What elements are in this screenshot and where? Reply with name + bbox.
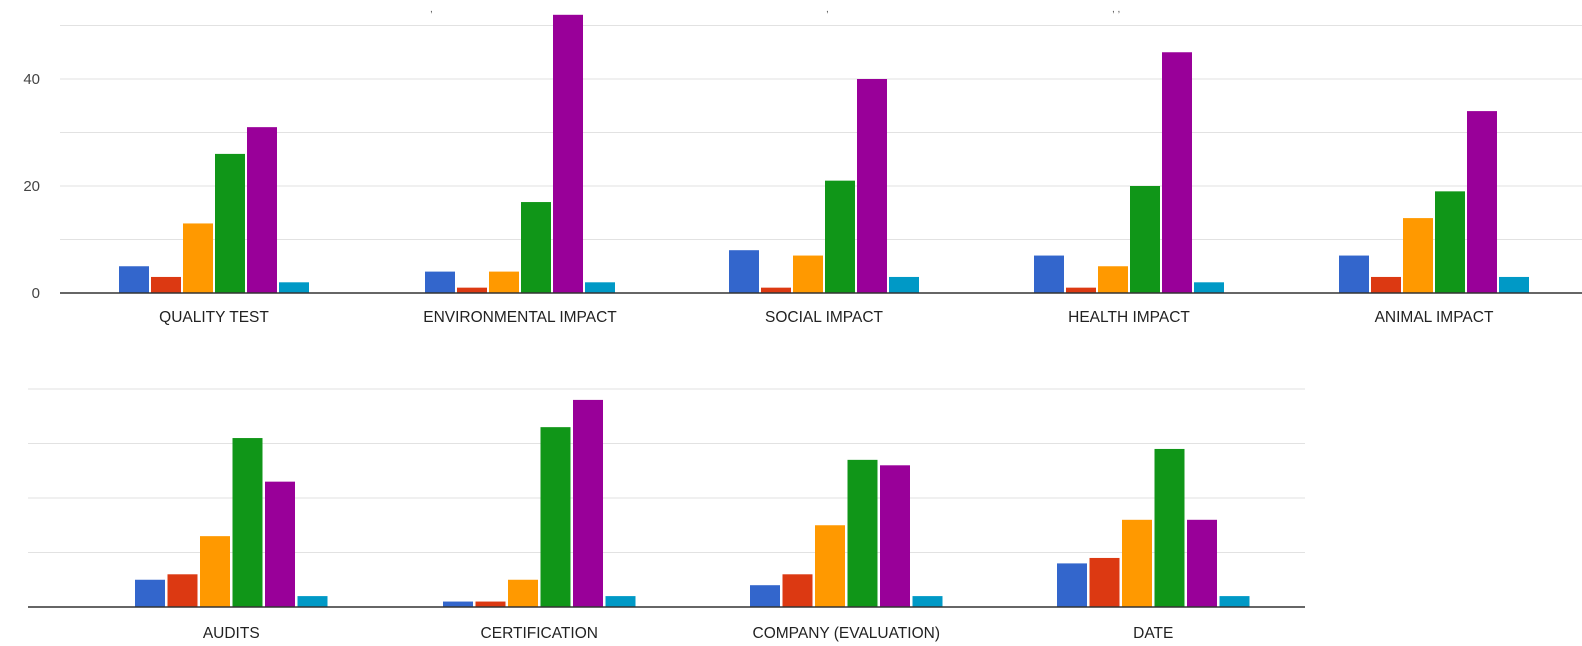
bar	[297, 596, 328, 607]
bar	[585, 282, 615, 293]
bar	[1435, 191, 1465, 293]
bar	[793, 255, 823, 293]
y-tick-label: 0	[32, 285, 40, 302]
bar	[1194, 282, 1224, 293]
bar	[119, 266, 149, 293]
bar	[1154, 448, 1185, 607]
bar	[1219, 596, 1250, 607]
bar	[1187, 519, 1217, 607]
x-tick-label: CERTIFICATION	[481, 625, 598, 642]
bar	[889, 276, 919, 293]
bar	[247, 127, 277, 294]
clipped-mark: ,	[826, 4, 829, 15]
x-tick-label: ANIMAL IMPACT	[1375, 309, 1494, 326]
chart-panel-bottom: AUDITS CERTIFICATION COMPANY (EVALUATION) D…	[28, 388, 1305, 642]
bar	[1371, 276, 1401, 293]
bar	[183, 223, 213, 293]
bar	[489, 271, 519, 293]
bar	[232, 438, 263, 607]
bar	[912, 596, 943, 607]
bar	[1122, 519, 1152, 607]
bar	[553, 14, 583, 294]
bar	[729, 250, 759, 293]
y-tick-label: 40	[23, 71, 40, 88]
bar	[825, 180, 855, 293]
bar	[508, 579, 538, 607]
bar	[815, 525, 845, 607]
bar	[573, 399, 603, 607]
bar	[521, 202, 551, 293]
x-tick-label: ENVIRONMENTAL IMPACT	[423, 309, 617, 326]
bar	[151, 276, 181, 293]
bar	[847, 459, 878, 607]
bar	[1034, 255, 1064, 293]
clipped-mark: , ,	[1112, 4, 1120, 15]
bar	[1467, 111, 1497, 293]
bar	[782, 574, 813, 607]
chart-panel-top: 0 20 40 QUALITY TEST ENVIRONMENTAL IMPACT SOC…	[23, 14, 1582, 326]
bar	[540, 427, 571, 607]
bar	[1130, 186, 1160, 293]
x-tick-label: AUDITS	[203, 625, 260, 642]
x-tick-label: COMPANY (EVALUATION)	[753, 625, 940, 642]
x-tick-label: HEALTH IMPACT	[1068, 309, 1190, 326]
bar	[1089, 557, 1120, 607]
bar	[605, 596, 636, 607]
x-tick-label: QUALITY TEST	[159, 309, 269, 326]
bar	[443, 601, 473, 607]
bar	[1098, 266, 1128, 293]
bar	[750, 585, 780, 607]
bar	[425, 271, 455, 293]
bar	[857, 79, 887, 293]
bar	[761, 287, 791, 293]
bar	[1162, 52, 1192, 293]
bar	[279, 282, 309, 293]
bar	[1403, 218, 1433, 293]
clipped-mark: ,	[430, 4, 433, 15]
y-tick-label: 20	[23, 178, 40, 195]
bar	[457, 287, 487, 293]
bar	[215, 153, 245, 293]
bar	[880, 465, 910, 607]
bar	[1057, 563, 1087, 607]
bar	[167, 574, 198, 607]
bar	[1499, 276, 1529, 293]
bar	[1066, 287, 1096, 293]
bar	[1339, 255, 1369, 293]
bar	[265, 481, 295, 607]
bar	[475, 601, 506, 607]
bar	[135, 579, 165, 607]
bar	[200, 536, 230, 607]
x-tick-label: SOCIAL IMPACT	[765, 309, 884, 326]
x-tick-label: DATE	[1133, 625, 1173, 642]
